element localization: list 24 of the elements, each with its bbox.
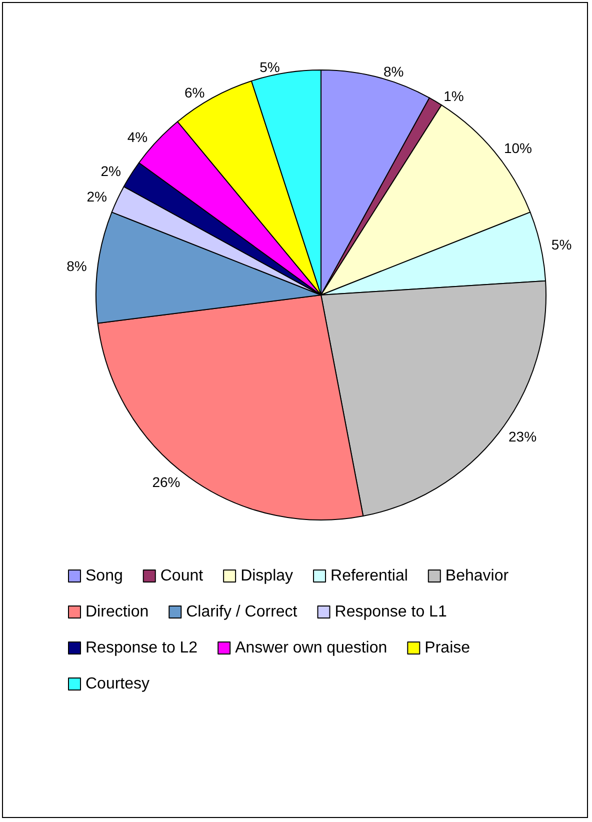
legend-label: Count: [160, 568, 204, 584]
data-label: 10%: [504, 140, 532, 156]
data-label: 2%: [86, 188, 107, 205]
legend-label: Response to L2: [86, 640, 198, 656]
data-label: 2%: [100, 163, 121, 180]
legend-label: Answer own question: [235, 640, 388, 656]
legend-label: Courtesy: [86, 676, 150, 692]
legend-label: Praise: [424, 640, 470, 656]
data-label: 5%: [551, 236, 572, 253]
data-label: 5%: [260, 58, 280, 75]
data-label: 4%: [127, 128, 148, 145]
data-label: 6%: [184, 84, 205, 101]
legend-label: Display: [240, 568, 294, 584]
legend-label: Behavior: [445, 568, 510, 584]
legend-label: Referential: [330, 568, 408, 584]
data-label: 23%: [508, 428, 537, 445]
legend-label: Clarify / Correct: [186, 604, 298, 620]
legend-label: Response to L1: [334, 604, 447, 620]
legend-label: Direction: [86, 604, 149, 620]
data-label: 8%: [383, 63, 404, 80]
legend-label: Song: [86, 568, 123, 584]
data-label: 1%: [444, 88, 464, 104]
data-label: 26%: [152, 474, 180, 490]
data-label: 8%: [66, 258, 87, 274]
